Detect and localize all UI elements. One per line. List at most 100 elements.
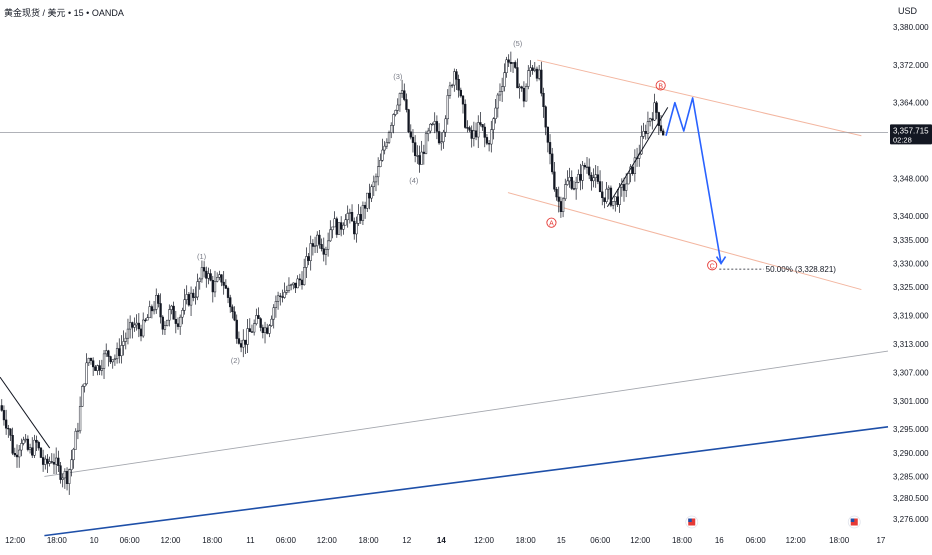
candle-body <box>537 69 541 79</box>
candle-body <box>494 107 497 120</box>
x-tick-label: 12:00 <box>5 536 26 545</box>
channel-lower-line[interactable] <box>507 192 862 291</box>
candle-body <box>65 471 69 484</box>
candle-body <box>346 213 349 221</box>
candle-body <box>74 430 77 450</box>
candle-body <box>601 191 604 198</box>
candle-body <box>209 273 212 281</box>
x-tick-label: 12:00 <box>160 536 181 545</box>
candle-body <box>574 182 578 190</box>
candle-body <box>207 273 210 279</box>
candle-body <box>2 410 6 421</box>
candle-body <box>383 145 386 151</box>
candle-body <box>261 327 264 333</box>
candle-body <box>633 157 637 174</box>
drawing-lines <box>0 59 889 537</box>
projection-path[interactable] <box>665 97 722 264</box>
candle-body <box>289 284 293 286</box>
candle-body <box>170 305 173 310</box>
candle-body <box>165 319 169 326</box>
candle-body <box>194 296 197 299</box>
candle-body <box>229 297 232 308</box>
candle-body <box>350 212 354 222</box>
x-tick-label: 11 <box>246 536 255 545</box>
candle-body <box>631 166 634 174</box>
candle-body <box>98 365 101 371</box>
candle-body <box>333 218 336 228</box>
short-trendline[interactable] <box>606 107 669 208</box>
candle-body <box>450 84 454 87</box>
candle-body <box>424 133 428 154</box>
candle-body <box>370 186 373 199</box>
support-trendline-blue[interactable] <box>44 426 889 537</box>
candle-body <box>581 165 584 181</box>
y-tick-label: 3,301.000 <box>893 397 929 406</box>
candle-body <box>18 449 21 458</box>
price-badge <box>890 124 932 145</box>
x-tick-label: 10 <box>90 536 99 545</box>
candle-body <box>442 131 445 143</box>
candle-body <box>189 292 193 306</box>
candle-body <box>78 406 82 432</box>
candle-body <box>31 447 34 456</box>
candle-body <box>435 121 439 132</box>
candle-body <box>420 151 423 165</box>
us-flag-canton <box>850 518 855 522</box>
candle-body <box>368 192 371 199</box>
candle-body <box>142 319 145 337</box>
support-trendline-gray[interactable] <box>44 350 889 477</box>
candle-body <box>22 439 25 444</box>
candle-body <box>311 243 315 247</box>
channel-upper-line[interactable] <box>537 59 862 137</box>
candle-body <box>335 218 338 235</box>
candle-body <box>605 188 608 202</box>
candle-body <box>640 136 643 155</box>
candle-body <box>457 79 460 91</box>
candle-body <box>514 62 517 68</box>
x-tick-label: 18:00 <box>202 536 223 545</box>
candle-body <box>429 123 432 132</box>
wave-label: (5) <box>513 39 523 48</box>
candle-body <box>366 192 369 209</box>
candle-body <box>76 430 80 432</box>
candle-body <box>592 177 595 182</box>
candle-body <box>659 125 663 132</box>
candle-body <box>57 457 60 466</box>
x-tick-label: 12:00 <box>317 536 338 545</box>
wave-label: B <box>658 83 663 90</box>
candle-body <box>409 131 412 138</box>
candle-body <box>372 181 375 187</box>
candle-body <box>609 187 613 206</box>
candle-body <box>466 127 469 129</box>
price-badge-countdown: 02:28 <box>893 135 912 144</box>
symbol-title: 黄金现货 / 美元 • 15 • OANDA <box>4 8 124 18</box>
y-tick-label: 3,307.000 <box>893 368 929 377</box>
candle-body <box>218 274 221 278</box>
candle-body <box>385 142 389 147</box>
candle-body <box>396 104 399 111</box>
candle-body <box>655 102 658 113</box>
candle-body <box>128 322 132 330</box>
candle-body <box>303 267 306 286</box>
candle-body <box>150 306 154 312</box>
candle-body <box>309 243 312 261</box>
candle-body <box>594 174 597 178</box>
candle-body <box>13 453 16 456</box>
y-tick-label: 3,340.000 <box>893 212 929 221</box>
candle-body <box>272 307 275 320</box>
candle-body <box>416 155 419 157</box>
candle-body <box>561 198 565 212</box>
candle-body <box>39 447 43 458</box>
candle-body <box>557 196 560 202</box>
candle-body <box>648 118 652 122</box>
candle-body <box>185 294 188 300</box>
downtrend-line[interactable] <box>0 376 51 449</box>
candle-body <box>544 106 547 128</box>
candle-body <box>492 118 495 130</box>
candle-body <box>531 67 534 71</box>
candle-body <box>137 322 140 330</box>
candle-body <box>81 386 84 407</box>
candle-body <box>28 447 32 450</box>
